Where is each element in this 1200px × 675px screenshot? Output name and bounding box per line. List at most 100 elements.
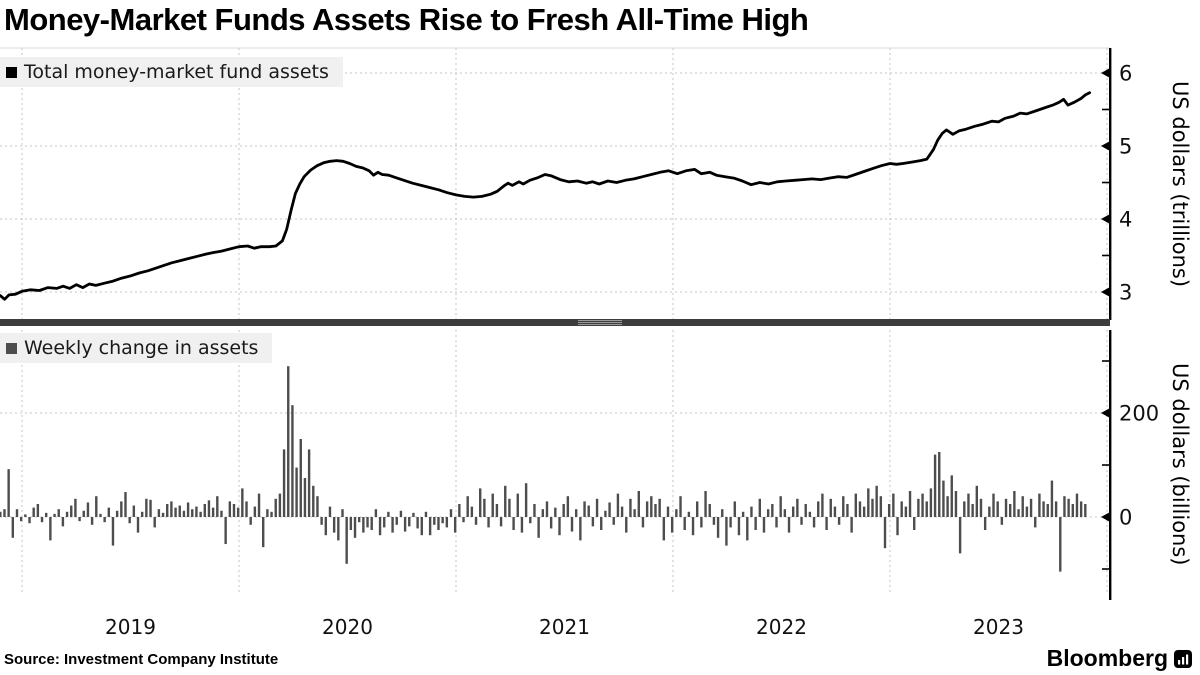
- y-tick-label: 0: [1119, 506, 1132, 530]
- weekly-change-bar: [808, 511, 812, 517]
- y-axis-title-billions: US dollars (billions): [1168, 362, 1192, 566]
- weekly-change-bar: [796, 498, 799, 517]
- weekly-change-bar: [817, 501, 820, 517]
- weekly-change-bar: [942, 480, 945, 517]
- weekly-change-bar: [1021, 496, 1024, 517]
- weekly-change-bar: [49, 517, 52, 541]
- weekly-change-bar: [420, 517, 423, 536]
- weekly-change-bar: [474, 517, 478, 525]
- weekly-change-bar: [879, 496, 883, 517]
- weekly-change-bar: [829, 498, 832, 517]
- weekly-change-bar: [495, 504, 499, 517]
- weekly-change-bar: [170, 501, 173, 517]
- weekly-change-bar: [779, 496, 782, 517]
- weekly-change-bar: [312, 485, 315, 517]
- weekly-change-bar: [174, 507, 177, 517]
- weekly-change-bar: [241, 488, 244, 517]
- weekly-change-bar: [545, 501, 549, 517]
- weekly-change-bar: [211, 507, 215, 517]
- weekly-change-bar: [70, 505, 73, 517]
- weekly-change-bar: [424, 511, 428, 517]
- weekly-change-bar: [32, 507, 35, 517]
- weekly-change-bar: [270, 511, 273, 517]
- weekly-change-bar: [1008, 504, 1012, 517]
- weekly-change-bar: [737, 517, 741, 536]
- weekly-change-bar: [625, 517, 628, 533]
- weekly-change-bar: [746, 517, 749, 541]
- bloomberg-logo: Bloomberg: [1047, 645, 1192, 672]
- weekly-change-bar: [645, 501, 649, 517]
- weekly-change-bar: [78, 517, 81, 522]
- weekly-change-bar: [762, 517, 766, 533]
- weekly-change-bar: [120, 501, 123, 517]
- weekly-change-bar: [933, 454, 937, 517]
- weekly-change-bar: [207, 500, 211, 517]
- weekly-change-bar: [896, 517, 899, 536]
- weekly-change-bar: [549, 517, 553, 529]
- weekly-change-bar: [466, 496, 469, 517]
- weekly-change-bar: [775, 517, 778, 528]
- page-title: Money-Market Funds Assets Rise to Fresh …: [4, 2, 809, 37]
- weekly-change-bar: [479, 488, 482, 517]
- weekly-change-bar: [750, 506, 753, 517]
- major-tick-arrow-icon: [1101, 140, 1111, 152]
- weekly-change-bar: [1034, 517, 1037, 528]
- y-tick-label: 3: [1119, 281, 1132, 305]
- weekly-change-bar: [291, 405, 294, 517]
- weekly-change-bar: [274, 498, 277, 517]
- x-tick-label: 2021: [539, 615, 590, 639]
- weekly-change-bar: [61, 517, 65, 527]
- major-tick-arrow-icon: [1101, 213, 1111, 225]
- weekly-change-bar: [662, 517, 666, 541]
- weekly-change-bar: [132, 505, 136, 517]
- weekly-change-bar: [654, 504, 657, 517]
- weekly-change-bar: [182, 510, 186, 517]
- weekly-change-bar: [74, 498, 77, 517]
- weekly-change-bar: [967, 493, 970, 517]
- weekly-change-bar: [595, 498, 599, 517]
- legend-weekly-change[interactable]: Weekly change in assets: [0, 333, 273, 363]
- weekly-change-bar: [908, 491, 912, 517]
- weekly-change-bar: [650, 496, 653, 517]
- weekly-change-bar: [766, 509, 770, 517]
- legend-swatch-line-icon: [6, 66, 17, 78]
- weekly-change-bar: [862, 506, 866, 517]
- weekly-change-bar: [136, 517, 140, 533]
- x-tick-label: 2023: [973, 615, 1024, 639]
- weekly-change-bar: [220, 510, 223, 517]
- weekly-change-bar: [658, 498, 661, 517]
- weekly-change-bar: [278, 493, 282, 517]
- y-tick-label: 200: [1119, 402, 1159, 426]
- legend-label: Total money-market fund assets: [24, 61, 329, 83]
- total-assets-line: [0, 91, 1091, 301]
- weekly-change-bar: [675, 509, 678, 517]
- weekly-change-bar: [858, 501, 862, 517]
- weekly-change-bar: [554, 507, 557, 517]
- weekly-change-bar: [979, 498, 983, 517]
- weekly-change-bar: [103, 517, 106, 523]
- weekly-change-bar: [282, 449, 286, 517]
- weekly-change-bar: [871, 498, 874, 517]
- legend-total-assets[interactable]: Total money-market fund assets: [0, 57, 343, 87]
- weekly-change-bar: [387, 511, 390, 517]
- bar-chart-icon: [1174, 649, 1192, 668]
- panel-divider-grip-icon[interactable]: [578, 320, 622, 325]
- weekly-change-bar: [800, 517, 803, 525]
- weekly-change-bar: [842, 496, 845, 517]
- weekly-change-bar: [353, 517, 357, 538]
- weekly-change-bar: [341, 509, 344, 517]
- weekly-change-bar: [316, 496, 319, 517]
- weekly-change-bar: [491, 493, 494, 517]
- weekly-change-bar: [725, 517, 728, 546]
- weekly-change-bar: [825, 517, 828, 530]
- weekly-change-bar: [378, 517, 382, 536]
- weekly-change-bar: [145, 498, 148, 517]
- weekly-change-bar: [512, 517, 515, 530]
- weekly-change-bar: [236, 507, 240, 517]
- weekly-change-bar: [24, 514, 27, 517]
- weekly-change-bar: [166, 504, 169, 517]
- weekly-change-bar: [458, 504, 461, 517]
- weekly-change-bar: [262, 517, 265, 548]
- weekly-change-bar: [754, 517, 757, 530]
